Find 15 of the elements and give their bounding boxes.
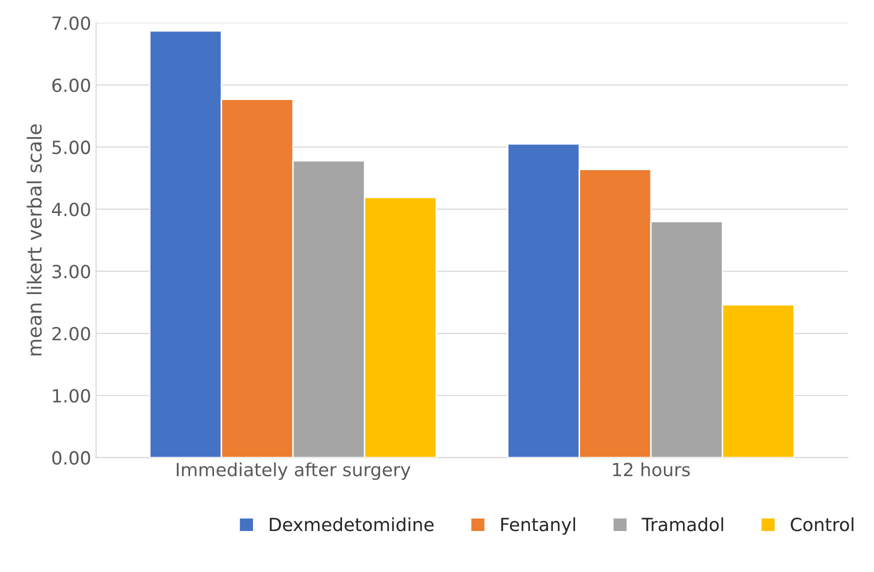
y-tick-label: 6.00 (52, 78, 90, 92)
y-tick-label: 3.00 (52, 264, 90, 278)
x-tick-label: Immediately after surgery (176, 462, 410, 480)
legend-label: Control (790, 517, 854, 532)
y-tick-label: 1.00 (53, 388, 90, 403)
legend-label: Dexmedetomidine (270, 517, 434, 532)
legend-label: Tramadol (642, 517, 724, 532)
y-tick-label: 0.00 (52, 451, 90, 465)
y-tick-label: 7.00 (52, 16, 90, 30)
y-tick-label: 5.00 (52, 140, 90, 154)
x-tick-label: 12 hours (613, 462, 690, 476)
y-tick-label: 4.00 (52, 202, 90, 216)
y-tick-label: 2.00 (52, 326, 90, 341)
y-axis-title: mean likert verbal scale (26, 124, 42, 356)
legend-label: Fentanyl (501, 517, 576, 535)
